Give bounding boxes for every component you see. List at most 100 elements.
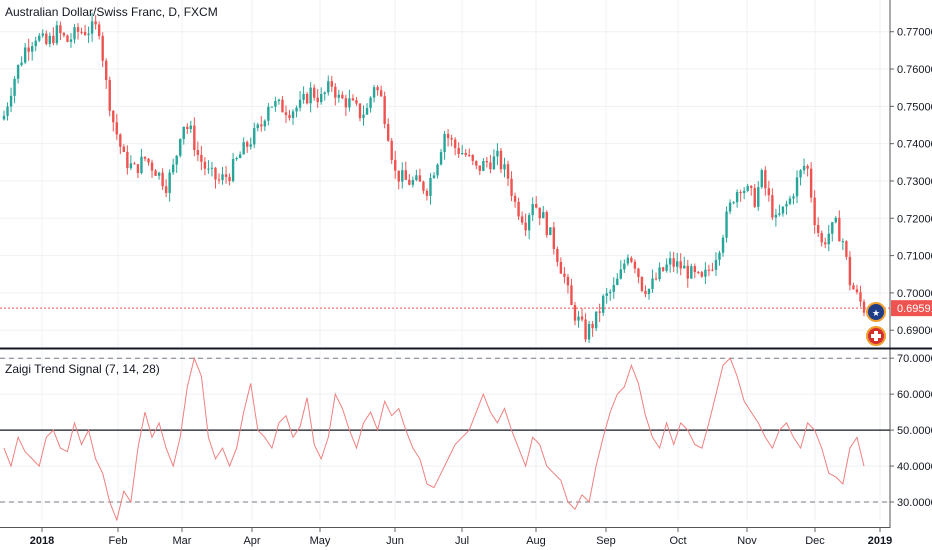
candle-body [781, 206, 785, 214]
candle-body [605, 293, 608, 296]
candle-body [87, 33, 90, 35]
candle-body [545, 212, 548, 236]
candle-body [771, 195, 774, 218]
candle-body [693, 266, 697, 272]
candle-body [700, 272, 704, 277]
candle-body [489, 162, 492, 170]
candle-body [411, 180, 415, 185]
candle-body [235, 158, 238, 160]
candle-body [633, 261, 637, 269]
candle-body [323, 92, 326, 95]
candle-body [436, 164, 439, 176]
candle-body [580, 316, 584, 320]
candle-body [640, 276, 644, 291]
candle-body [295, 107, 298, 112]
candle-body [432, 175, 436, 178]
candle-body [45, 33, 48, 44]
candle-body [274, 101, 277, 107]
candle-body [16, 65, 20, 79]
last-price-badge [891, 300, 932, 317]
candle-body [584, 319, 587, 340]
candle-body [94, 21, 97, 25]
candle-body [527, 215, 531, 231]
candle-body [260, 124, 263, 127]
candle-body [686, 265, 689, 279]
candle-body [757, 187, 760, 207]
candle-body [30, 46, 34, 52]
x-tick-label: Apr [243, 535, 260, 547]
candle-body [623, 263, 626, 270]
candle-body [171, 164, 175, 173]
candle-body [739, 192, 742, 194]
candle-body [626, 257, 630, 264]
candle-body [566, 276, 570, 286]
candle-body [394, 159, 397, 171]
candle-body [193, 125, 196, 151]
candle-body [517, 201, 520, 217]
candle-body [418, 175, 422, 182]
candle-body [577, 316, 580, 321]
candle-body [838, 217, 841, 242]
candle-body [704, 269, 707, 277]
candle-body [238, 154, 242, 159]
candle-body [852, 285, 855, 290]
candle-body [679, 261, 682, 269]
candle-body [2, 115, 6, 120]
candle-body [450, 138, 453, 140]
candle-body [337, 94, 341, 98]
candle-body [80, 31, 83, 33]
candle-body [478, 165, 482, 171]
candle-body [408, 179, 411, 185]
candle-body [344, 98, 348, 108]
candle-body [13, 78, 16, 96]
candle-body [672, 258, 675, 267]
candle-body [182, 126, 185, 139]
candle-body [154, 170, 157, 176]
candle-body [309, 87, 312, 104]
candle-body [305, 93, 309, 104]
candle-body [742, 190, 746, 194]
candle-body [147, 158, 150, 163]
candle-body [549, 227, 552, 236]
y-tick-label: 0.69000 [897, 325, 932, 337]
candle-body [312, 87, 316, 98]
candle-body [637, 268, 640, 277]
candle-body [253, 128, 256, 145]
candle-body [721, 237, 725, 253]
candle-body [97, 24, 101, 36]
candle-body [66, 35, 69, 42]
candle-body [341, 94, 344, 99]
candle-body [358, 103, 362, 119]
candle-body [298, 99, 302, 108]
candle-body [644, 290, 647, 295]
candle-body [728, 202, 732, 212]
candle-body [23, 47, 27, 63]
candle-body [760, 170, 763, 188]
candle-body [845, 241, 848, 257]
candle-body [150, 162, 154, 171]
candle-body [750, 185, 753, 188]
signal-series-line [3, 356, 865, 522]
candle-body [355, 100, 358, 104]
candle-body [764, 170, 767, 189]
x-tick-label: Jun [386, 535, 404, 547]
indicator-title: Zaigi Trend Signal (7, 14, 28) [5, 362, 160, 376]
candle-body [792, 196, 795, 199]
candle-body [859, 292, 862, 302]
candle-body [594, 311, 598, 329]
candle-body [48, 35, 52, 44]
candle-body [217, 179, 221, 181]
candle-body [630, 257, 633, 262]
candle-body [697, 271, 700, 273]
candle-body [140, 156, 143, 174]
candle-body [482, 161, 485, 171]
candle-body [439, 152, 443, 165]
candle-body [376, 87, 379, 91]
candle-body [168, 172, 171, 193]
x-tick-label: May [310, 535, 331, 547]
